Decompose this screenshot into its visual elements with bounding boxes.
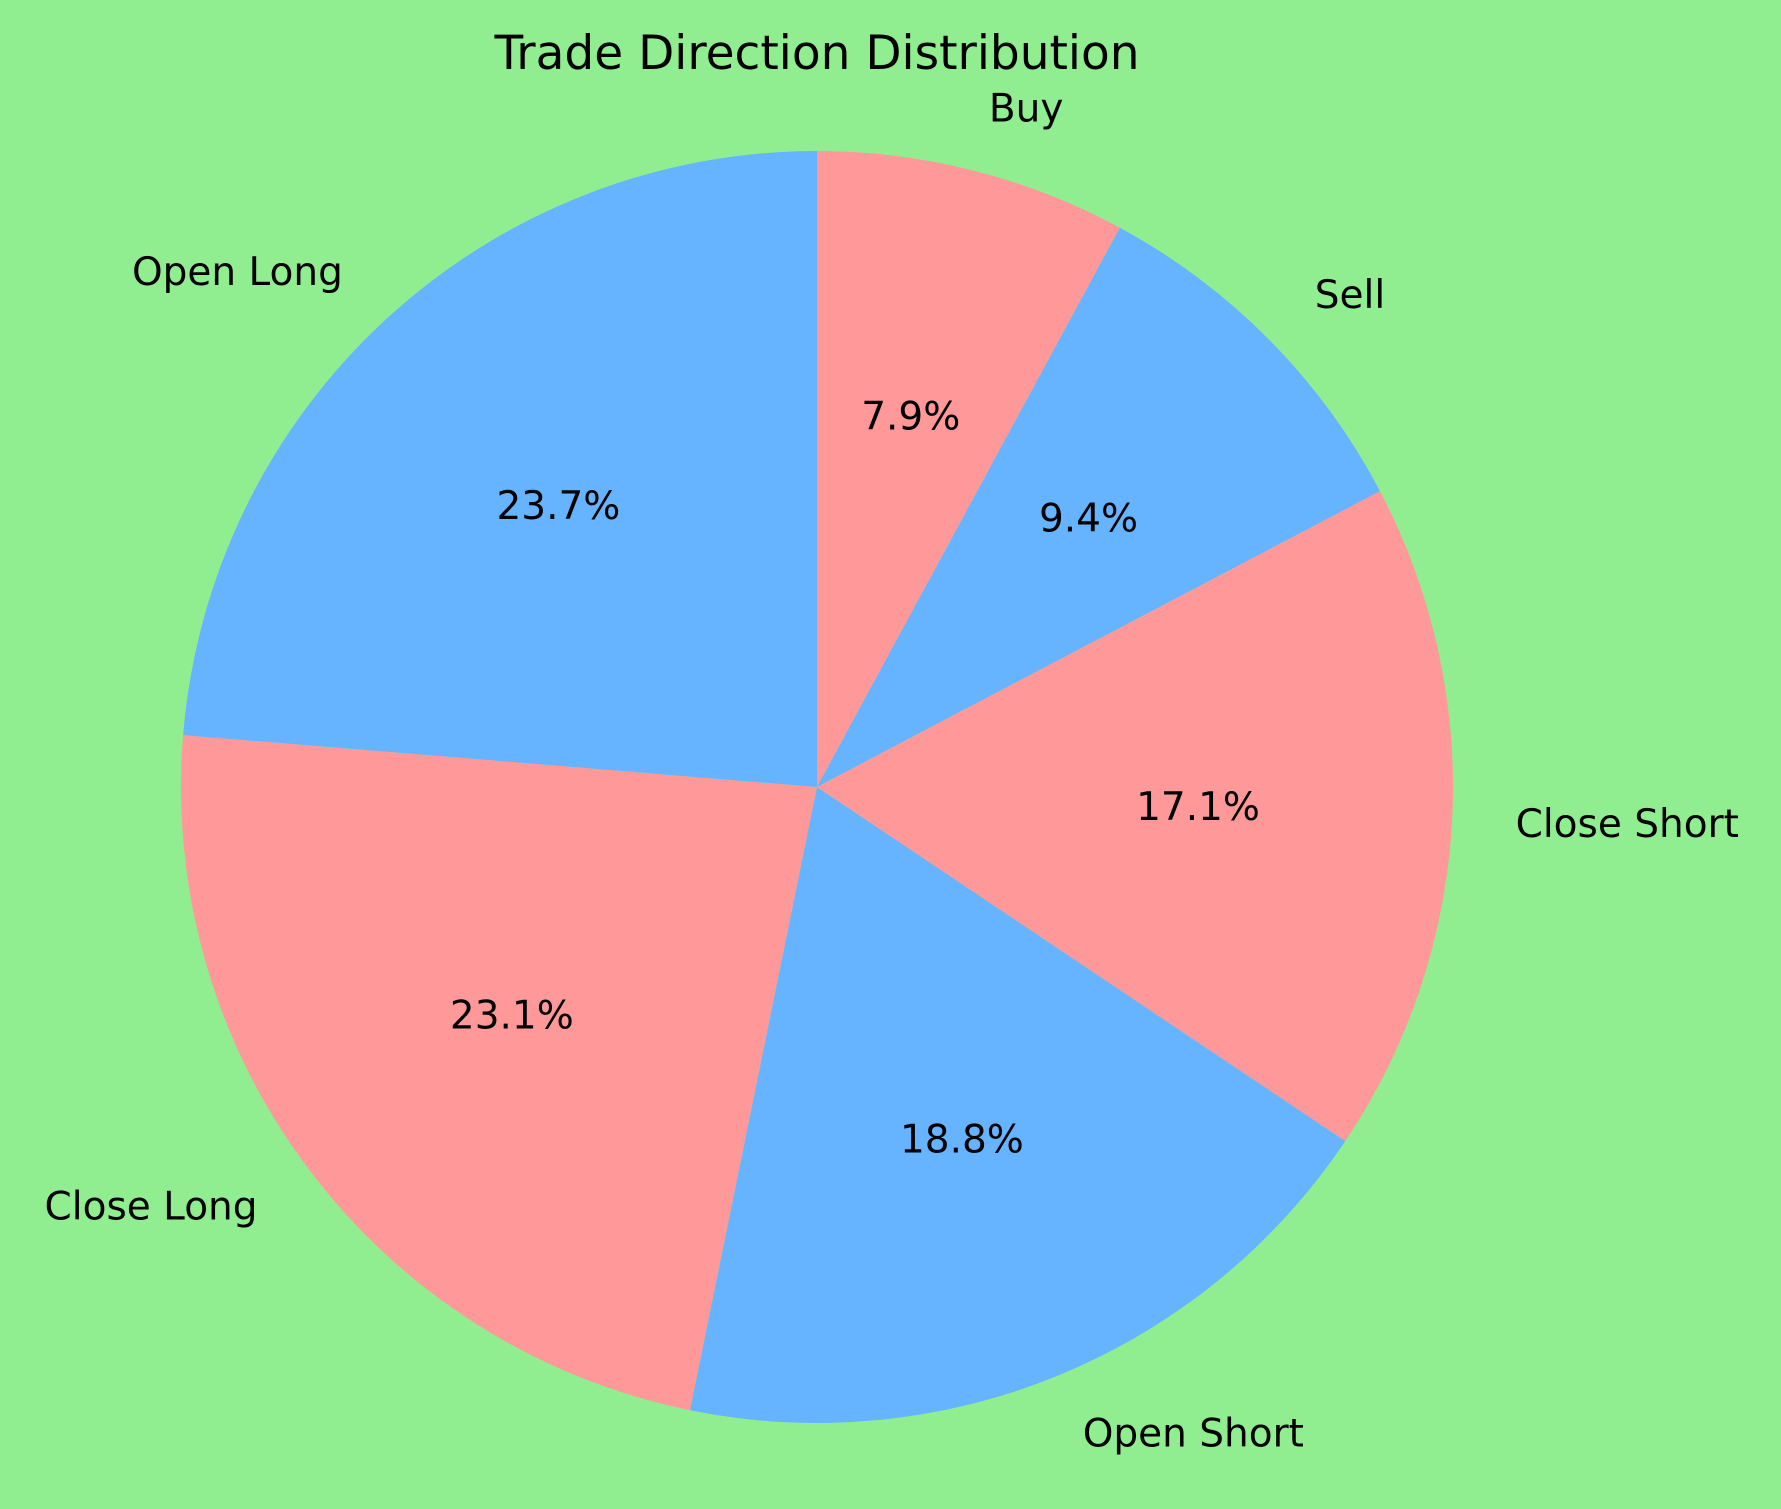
- pie-labels: 7.9% Buy 9.4% Sell 17.1% Close Short 18.8% Open…: [45, 86, 1739, 1456]
- pie-slice-close-short: [817, 491, 1453, 1142]
- slice-percent-label: 23.1%: [450, 994, 574, 1039]
- pie-slice-open-short: [689, 787, 1346, 1423]
- slice-category-label: Open Long: [132, 250, 343, 295]
- pie-slice-sell: [817, 227, 1381, 787]
- slice-percent-label: 7.9%: [861, 395, 960, 440]
- slice-category-label: Open Short: [1083, 1412, 1304, 1457]
- slice-category-label: Buy: [989, 86, 1064, 131]
- slice-percent-label: 9.4%: [1039, 496, 1138, 541]
- slice-category-label: Sell: [1315, 273, 1385, 318]
- pie-slice-close-long: [180, 735, 817, 1411]
- chart-title: Trade Direction Distribution: [493, 26, 1139, 81]
- slice-percent-label: 18.8%: [900, 1118, 1024, 1163]
- slice-percent-label: 17.1%: [1136, 785, 1260, 830]
- slice-percent-label: 23.7%: [496, 484, 620, 529]
- slice-category-label: Close Short: [1516, 802, 1739, 847]
- pie-slice-buy: [817, 151, 1120, 787]
- pie-slices: [180, 151, 1453, 1423]
- slice-category-label: Close Long: [45, 1185, 258, 1230]
- pie-slice-open-long: [183, 151, 817, 787]
